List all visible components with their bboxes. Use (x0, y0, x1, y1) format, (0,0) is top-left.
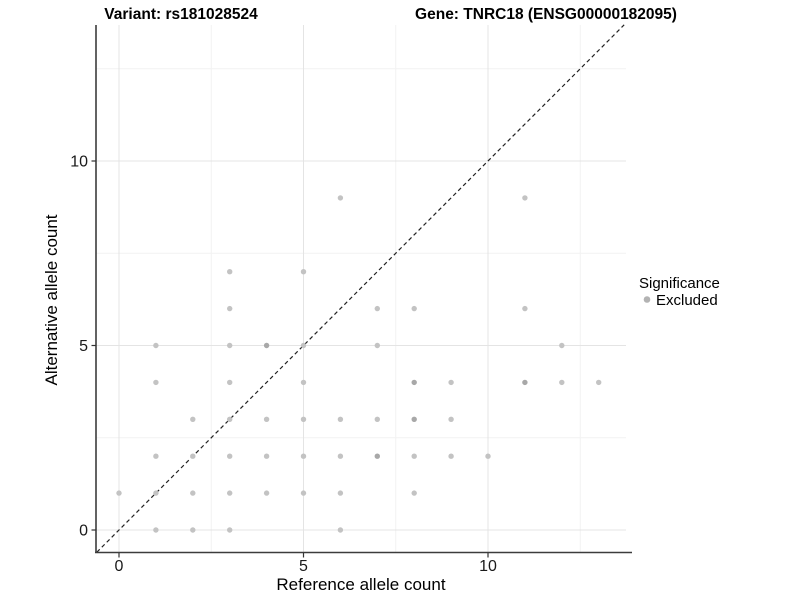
data-point (227, 305, 233, 312)
data-point (227, 527, 233, 533)
data-point (153, 342, 159, 349)
data-point (411, 416, 417, 422)
data-point (227, 453, 233, 459)
data-point (190, 490, 196, 496)
data-point (153, 490, 159, 496)
data-point (300, 490, 307, 496)
x-axis-title: Reference allele count (276, 575, 445, 594)
data-point (153, 453, 159, 459)
data-point (448, 453, 454, 459)
y-axis-title: Alternative allele count (42, 214, 61, 385)
x-tick-label: 0 (115, 558, 124, 575)
data-point (227, 490, 233, 496)
data-point (522, 305, 528, 312)
data-point (300, 379, 307, 386)
data-point (300, 453, 307, 459)
data-point (411, 379, 417, 386)
data-point (337, 416, 344, 422)
data-point (300, 269, 307, 275)
data-point (190, 453, 196, 459)
data-point (374, 416, 380, 422)
data-point (337, 453, 344, 459)
data-point (337, 527, 344, 533)
data-point (190, 527, 196, 533)
data-point (411, 490, 417, 496)
gridlines-major (96, 25, 626, 552)
data-point (522, 195, 528, 201)
x-tick-label: 10 (479, 558, 497, 575)
data-point (411, 305, 417, 312)
data-point (227, 342, 233, 349)
data-point (559, 342, 565, 349)
data-point (263, 342, 270, 349)
axis-lines (95, 25, 632, 554)
legend-item-label: Excluded (656, 292, 718, 309)
data-point (374, 305, 380, 312)
data-point (263, 416, 270, 422)
data-point (337, 490, 344, 496)
data-point (263, 490, 270, 496)
data-point (374, 342, 380, 349)
legend: Significance Excluded (639, 275, 720, 309)
data-point (559, 379, 565, 386)
y-tick-label: 10 (70, 154, 88, 171)
data-point (596, 379, 602, 386)
data-point (374, 453, 380, 459)
legend-title: Significance (639, 275, 720, 292)
data-point (411, 453, 417, 459)
data-point (227, 416, 233, 422)
data-point (153, 527, 159, 533)
data-point (227, 269, 233, 275)
data-point (448, 379, 454, 386)
data-point (448, 416, 454, 422)
data-point (337, 195, 344, 201)
data-point (485, 453, 491, 459)
data-point (300, 416, 307, 422)
plot-title-variant: Variant: rs181028524 (104, 6, 258, 23)
data-point (522, 379, 528, 386)
axis-tick-marks (91, 160, 489, 558)
data-point (227, 379, 233, 386)
identity-reference-line (96, 24, 625, 553)
axis-tick-labels: 0 5 10 0 5 10 (70, 154, 497, 576)
data-point (153, 379, 159, 386)
y-tick-label: 0 (79, 523, 88, 540)
data-point (116, 490, 122, 496)
gridlines-minor (96, 25, 626, 552)
data-point (190, 416, 196, 422)
data-point (263, 453, 270, 459)
data-points (116, 195, 602, 533)
data-point (300, 342, 307, 349)
y-tick-label: 5 (79, 338, 88, 355)
plot-title-gene: Gene: TNRC18 (ENSG00000182095) (415, 6, 677, 23)
legend-point-marker (643, 296, 651, 303)
x-tick-label: 5 (299, 558, 308, 575)
